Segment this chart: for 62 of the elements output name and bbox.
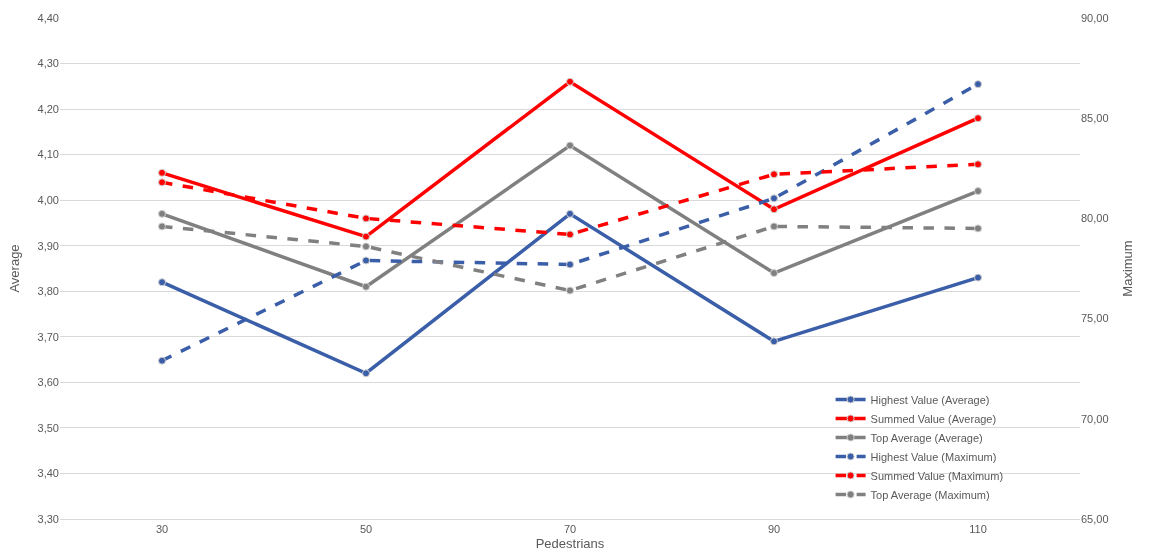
- legend-label: Summed Value (Maximum): [870, 469, 1004, 482]
- point: [362, 214, 370, 223]
- point: [770, 222, 778, 231]
- y2-axis-title: Maximum: [1120, 240, 1136, 297]
- y-tick-label: 3,90: [37, 239, 59, 252]
- y2-tick-label: 70,00: [1081, 412, 1109, 425]
- point: [362, 256, 370, 265]
- x-axis-title: Pedestrians: [535, 535, 605, 551]
- point: [158, 222, 166, 231]
- legend-label: Top Average (Maximum): [870, 488, 990, 501]
- x-tick-label: 50: [359, 523, 373, 536]
- point: [158, 356, 166, 365]
- y-tick-label: 3,70: [37, 330, 59, 343]
- y-tick-label: 4,40: [37, 11, 59, 24]
- y-tick-label: 4,10: [37, 148, 59, 161]
- point: [362, 232, 370, 241]
- legend-label: Highest Value (Maximum): [870, 450, 997, 463]
- point: [158, 178, 166, 187]
- point: [974, 160, 982, 169]
- point: [974, 224, 982, 233]
- point: [974, 187, 982, 196]
- point: [770, 269, 778, 278]
- point: [566, 260, 574, 269]
- point: [566, 209, 574, 218]
- point: [158, 168, 166, 177]
- point: [770, 337, 778, 346]
- y-tick-label: 3,30: [37, 512, 59, 525]
- y2-tick-label: 90,00: [1081, 11, 1109, 24]
- point: [770, 205, 778, 214]
- point: [566, 286, 574, 295]
- y-axis-title: Average: [6, 244, 22, 293]
- y-tick-label: 4,00: [37, 194, 59, 207]
- point: [362, 242, 370, 251]
- point: [974, 80, 982, 89]
- y2-tick-label: 85,00: [1081, 112, 1109, 125]
- point: [770, 194, 778, 203]
- y-tick-label: 3,60: [37, 376, 59, 389]
- point: [770, 170, 778, 179]
- y-tick-label: 4,30: [37, 57, 59, 70]
- x-tick-label: 110: [969, 523, 987, 536]
- legend-label: Top Average (Average): [870, 431, 983, 444]
- point: [974, 114, 982, 123]
- point: [566, 230, 574, 239]
- point: [974, 273, 982, 282]
- y-tick-label: 3,50: [37, 421, 59, 434]
- point: [362, 369, 370, 378]
- y-tick-label: 3,80: [37, 285, 59, 298]
- y2-tick-label: 75,00: [1081, 312, 1109, 325]
- y-tick-label: 3,40: [37, 467, 59, 480]
- point: [158, 209, 166, 218]
- legend-label: Highest Value (Average): [870, 393, 990, 406]
- point: [566, 77, 574, 86]
- point: [362, 282, 370, 291]
- y2-tick-label: 65,00: [1081, 512, 1109, 525]
- x-tick-label: 30: [155, 523, 169, 536]
- point: [566, 141, 574, 150]
- point: [158, 278, 166, 287]
- legend-label: Summed Value (Average): [870, 412, 997, 425]
- x-tick-label: 90: [767, 523, 781, 536]
- x-tick-label: 70: [563, 523, 577, 536]
- y2-tick-label: 80,00: [1081, 212, 1109, 225]
- y-tick-label: 4,20: [37, 102, 59, 115]
